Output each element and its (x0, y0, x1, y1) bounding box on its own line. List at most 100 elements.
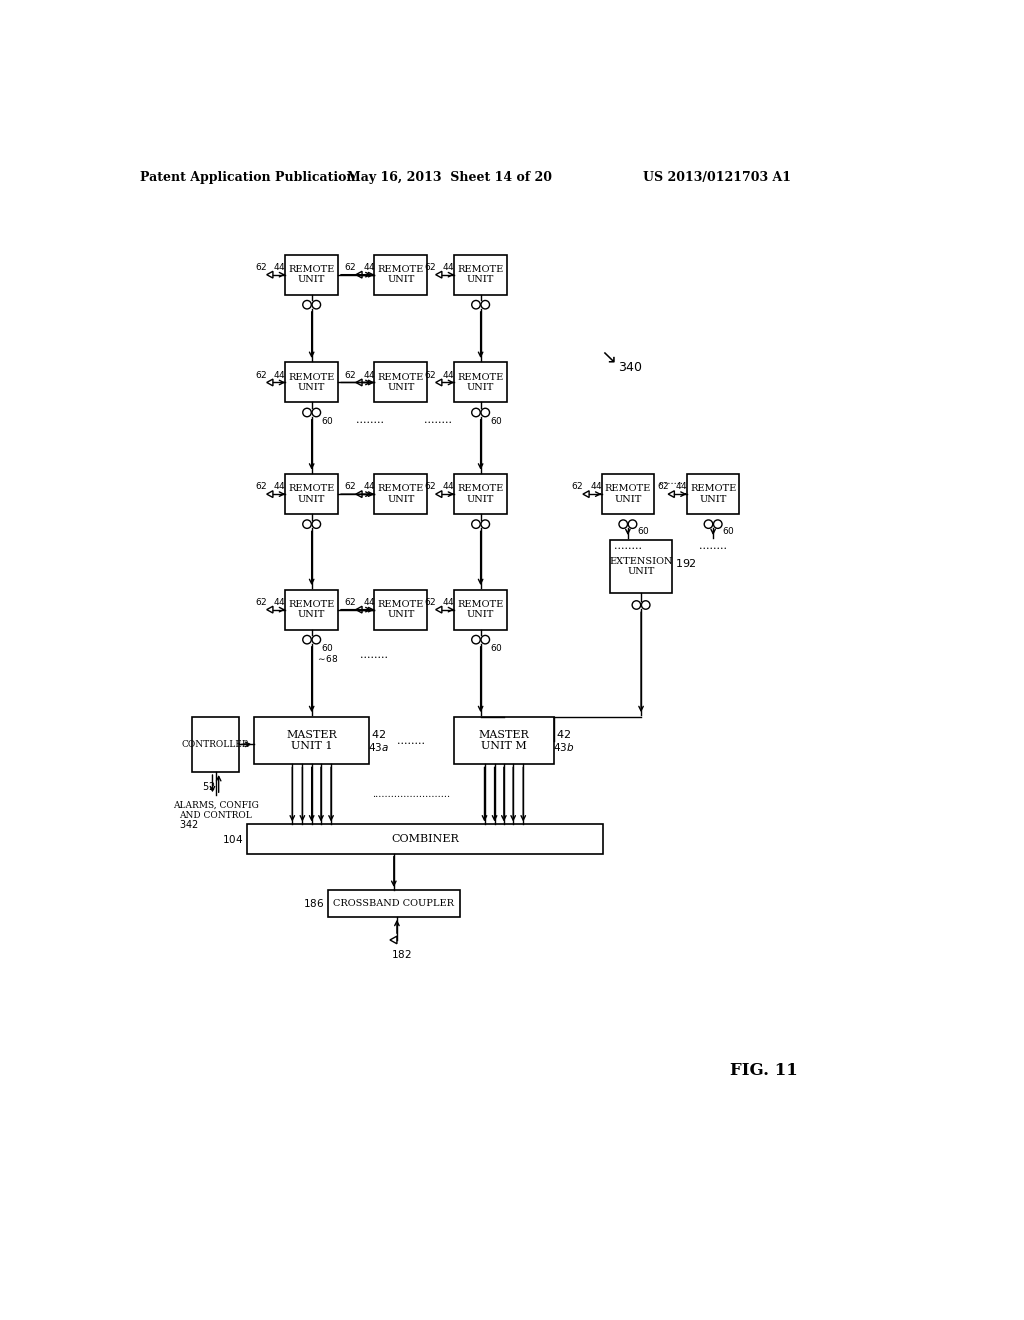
Text: $\mathit{44}$: $\mathit{44}$ (362, 595, 376, 607)
Text: CROSSBAND COUPLER: CROSSBAND COUPLER (334, 899, 455, 908)
Text: Patent Application Publication: Patent Application Publication (140, 172, 356, 185)
Text: $\mathit{42}$: $\mathit{42}$ (556, 729, 571, 741)
Text: $\mathit{44}$: $\mathit{44}$ (442, 480, 456, 491)
Bar (375, 474, 427, 515)
Text: US 2013/0121703 A1: US 2013/0121703 A1 (643, 172, 791, 185)
Text: $\mathit{182}$: $\mathit{182}$ (391, 948, 412, 960)
Text: $\mathit{44}$: $\mathit{44}$ (442, 261, 456, 272)
Text: $\mathit{186}$: $\mathit{186}$ (303, 898, 325, 909)
Text: $\mathit{44}$: $\mathit{44}$ (675, 480, 688, 491)
Text: $\mathit{62}$: $\mathit{62}$ (255, 595, 267, 607)
Text: $\mathit{60}$: $\mathit{60}$ (321, 414, 334, 425)
Bar (455, 255, 507, 294)
Text: $\mathit{62}$: $\mathit{62}$ (424, 480, 436, 491)
Text: $\mathit{62}$: $\mathit{62}$ (255, 480, 267, 491)
Text: $\mathit{\sim\!68}$: $\mathit{\sim\!68}$ (316, 653, 338, 664)
Text: ........: ........ (397, 735, 425, 746)
Text: $\mathit{44}$: $\mathit{44}$ (273, 368, 287, 380)
Text: $\mathit{43a}$: $\mathit{43a}$ (368, 741, 389, 752)
Bar (375, 590, 427, 630)
Bar (286, 255, 338, 294)
Text: REMOTE
UNIT: REMOTE UNIT (289, 372, 335, 392)
Text: $\mathit{44}$: $\mathit{44}$ (442, 595, 456, 607)
Text: ........: ........ (359, 649, 388, 660)
Text: REMOTE
UNIT: REMOTE UNIT (378, 265, 424, 284)
Bar (455, 363, 507, 403)
Text: $\mathit{60}$: $\mathit{60}$ (637, 525, 650, 536)
Text: $\mathit{62}$: $\mathit{62}$ (344, 368, 356, 380)
Bar (601, 474, 654, 515)
Bar (286, 363, 338, 403)
Text: $\mathit{44}$: $\mathit{44}$ (273, 261, 287, 272)
Text: REMOTE
UNIT: REMOTE UNIT (458, 265, 504, 284)
Text: $\mathit{52}$: $\mathit{52}$ (202, 780, 216, 792)
Text: $\searrow$: $\searrow$ (597, 350, 616, 367)
Bar (254, 717, 369, 764)
Text: $\mathit{60}$: $\mathit{60}$ (489, 414, 503, 425)
Text: $\mathit{62}$: $\mathit{62}$ (571, 480, 584, 491)
Bar (375, 363, 427, 403)
Text: REMOTE
UNIT: REMOTE UNIT (378, 484, 424, 504)
Text: FIG. 11: FIG. 11 (730, 1063, 798, 1080)
Text: $\mathit{44}$: $\mathit{44}$ (442, 368, 456, 380)
Bar (328, 890, 460, 917)
Text: REMOTE
UNIT: REMOTE UNIT (458, 599, 504, 619)
Text: $\mathit{44}$: $\mathit{44}$ (362, 480, 376, 491)
Text: MASTER
UNIT M: MASTER UNIT M (478, 730, 529, 751)
Text: ........: ........ (424, 416, 452, 425)
Bar (193, 717, 239, 772)
Text: REMOTE
UNIT: REMOTE UNIT (289, 599, 335, 619)
Text: ........: ........ (699, 541, 727, 550)
Bar (286, 474, 338, 515)
Text: REMOTE
UNIT: REMOTE UNIT (289, 484, 335, 504)
Text: ........: ........ (658, 478, 683, 486)
Text: $\mathit{62}$: $\mathit{62}$ (344, 261, 356, 272)
Bar (454, 717, 554, 764)
Bar (286, 590, 338, 630)
Text: $\mathit{62}$: $\mathit{62}$ (255, 261, 267, 272)
Text: $\mathit{44}$: $\mathit{44}$ (590, 480, 602, 491)
Text: CONTROLLER: CONTROLLER (182, 741, 250, 748)
Text: $\mathit{44}$: $\mathit{44}$ (362, 368, 376, 380)
Text: $\mathit{104}$: $\mathit{104}$ (222, 833, 244, 845)
Text: REMOTE
UNIT: REMOTE UNIT (605, 484, 651, 504)
Bar (455, 474, 507, 515)
Text: $\mathit{62}$: $\mathit{62}$ (424, 261, 436, 272)
Text: .........................: ......................... (372, 789, 451, 799)
Text: REMOTE
UNIT: REMOTE UNIT (458, 372, 504, 392)
Text: $\mathit{62}$: $\mathit{62}$ (344, 595, 356, 607)
Text: $\mathit{342}$: $\mathit{342}$ (178, 818, 199, 830)
Text: ........: ........ (355, 416, 384, 425)
Text: $\mathit{44}$: $\mathit{44}$ (362, 261, 376, 272)
Text: $\mathit{44}$: $\mathit{44}$ (273, 480, 287, 491)
Text: $\mathit{340}$: $\mathit{340}$ (617, 362, 643, 375)
Text: EXTENSION
UNIT: EXTENSION UNIT (609, 557, 673, 577)
Text: $\mathit{60}$: $\mathit{60}$ (321, 642, 334, 653)
Text: $\mathit{62}$: $\mathit{62}$ (255, 368, 267, 380)
Text: $\mathit{60}$: $\mathit{60}$ (489, 642, 503, 653)
Bar (610, 540, 672, 594)
Text: COMBINER: COMBINER (391, 834, 459, 843)
Text: $\mathit{62}$: $\mathit{62}$ (424, 595, 436, 607)
Text: May 16, 2013  Sheet 14 of 20: May 16, 2013 Sheet 14 of 20 (347, 172, 552, 185)
Text: $\mathit{62}$: $\mathit{62}$ (344, 480, 356, 491)
Bar (375, 255, 427, 294)
Text: $\mathit{60}$: $\mathit{60}$ (722, 525, 735, 536)
Text: $\mathit{42}$: $\mathit{42}$ (371, 729, 386, 741)
Bar (455, 590, 507, 630)
Text: $\mathit{62}$: $\mathit{62}$ (424, 368, 436, 380)
Text: REMOTE
UNIT: REMOTE UNIT (690, 484, 736, 504)
Bar (247, 825, 603, 854)
Text: ........: ........ (613, 541, 642, 550)
Bar (687, 474, 739, 515)
Text: REMOTE
UNIT: REMOTE UNIT (458, 484, 504, 504)
Text: $\mathit{62}$: $\mathit{62}$ (656, 480, 669, 491)
Text: REMOTE
UNIT: REMOTE UNIT (378, 599, 424, 619)
Text: $\mathit{192}$: $\mathit{192}$ (675, 557, 697, 569)
Text: MASTER
UNIT 1: MASTER UNIT 1 (287, 730, 337, 751)
Text: $\mathit{43b}$: $\mathit{43b}$ (553, 741, 574, 752)
Text: $\mathit{44}$: $\mathit{44}$ (273, 595, 287, 607)
Text: REMOTE
UNIT: REMOTE UNIT (378, 372, 424, 392)
Text: REMOTE
UNIT: REMOTE UNIT (289, 265, 335, 284)
Text: ALARMS, CONFIG
AND CONTROL: ALARMS, CONFIG AND CONTROL (173, 801, 258, 820)
